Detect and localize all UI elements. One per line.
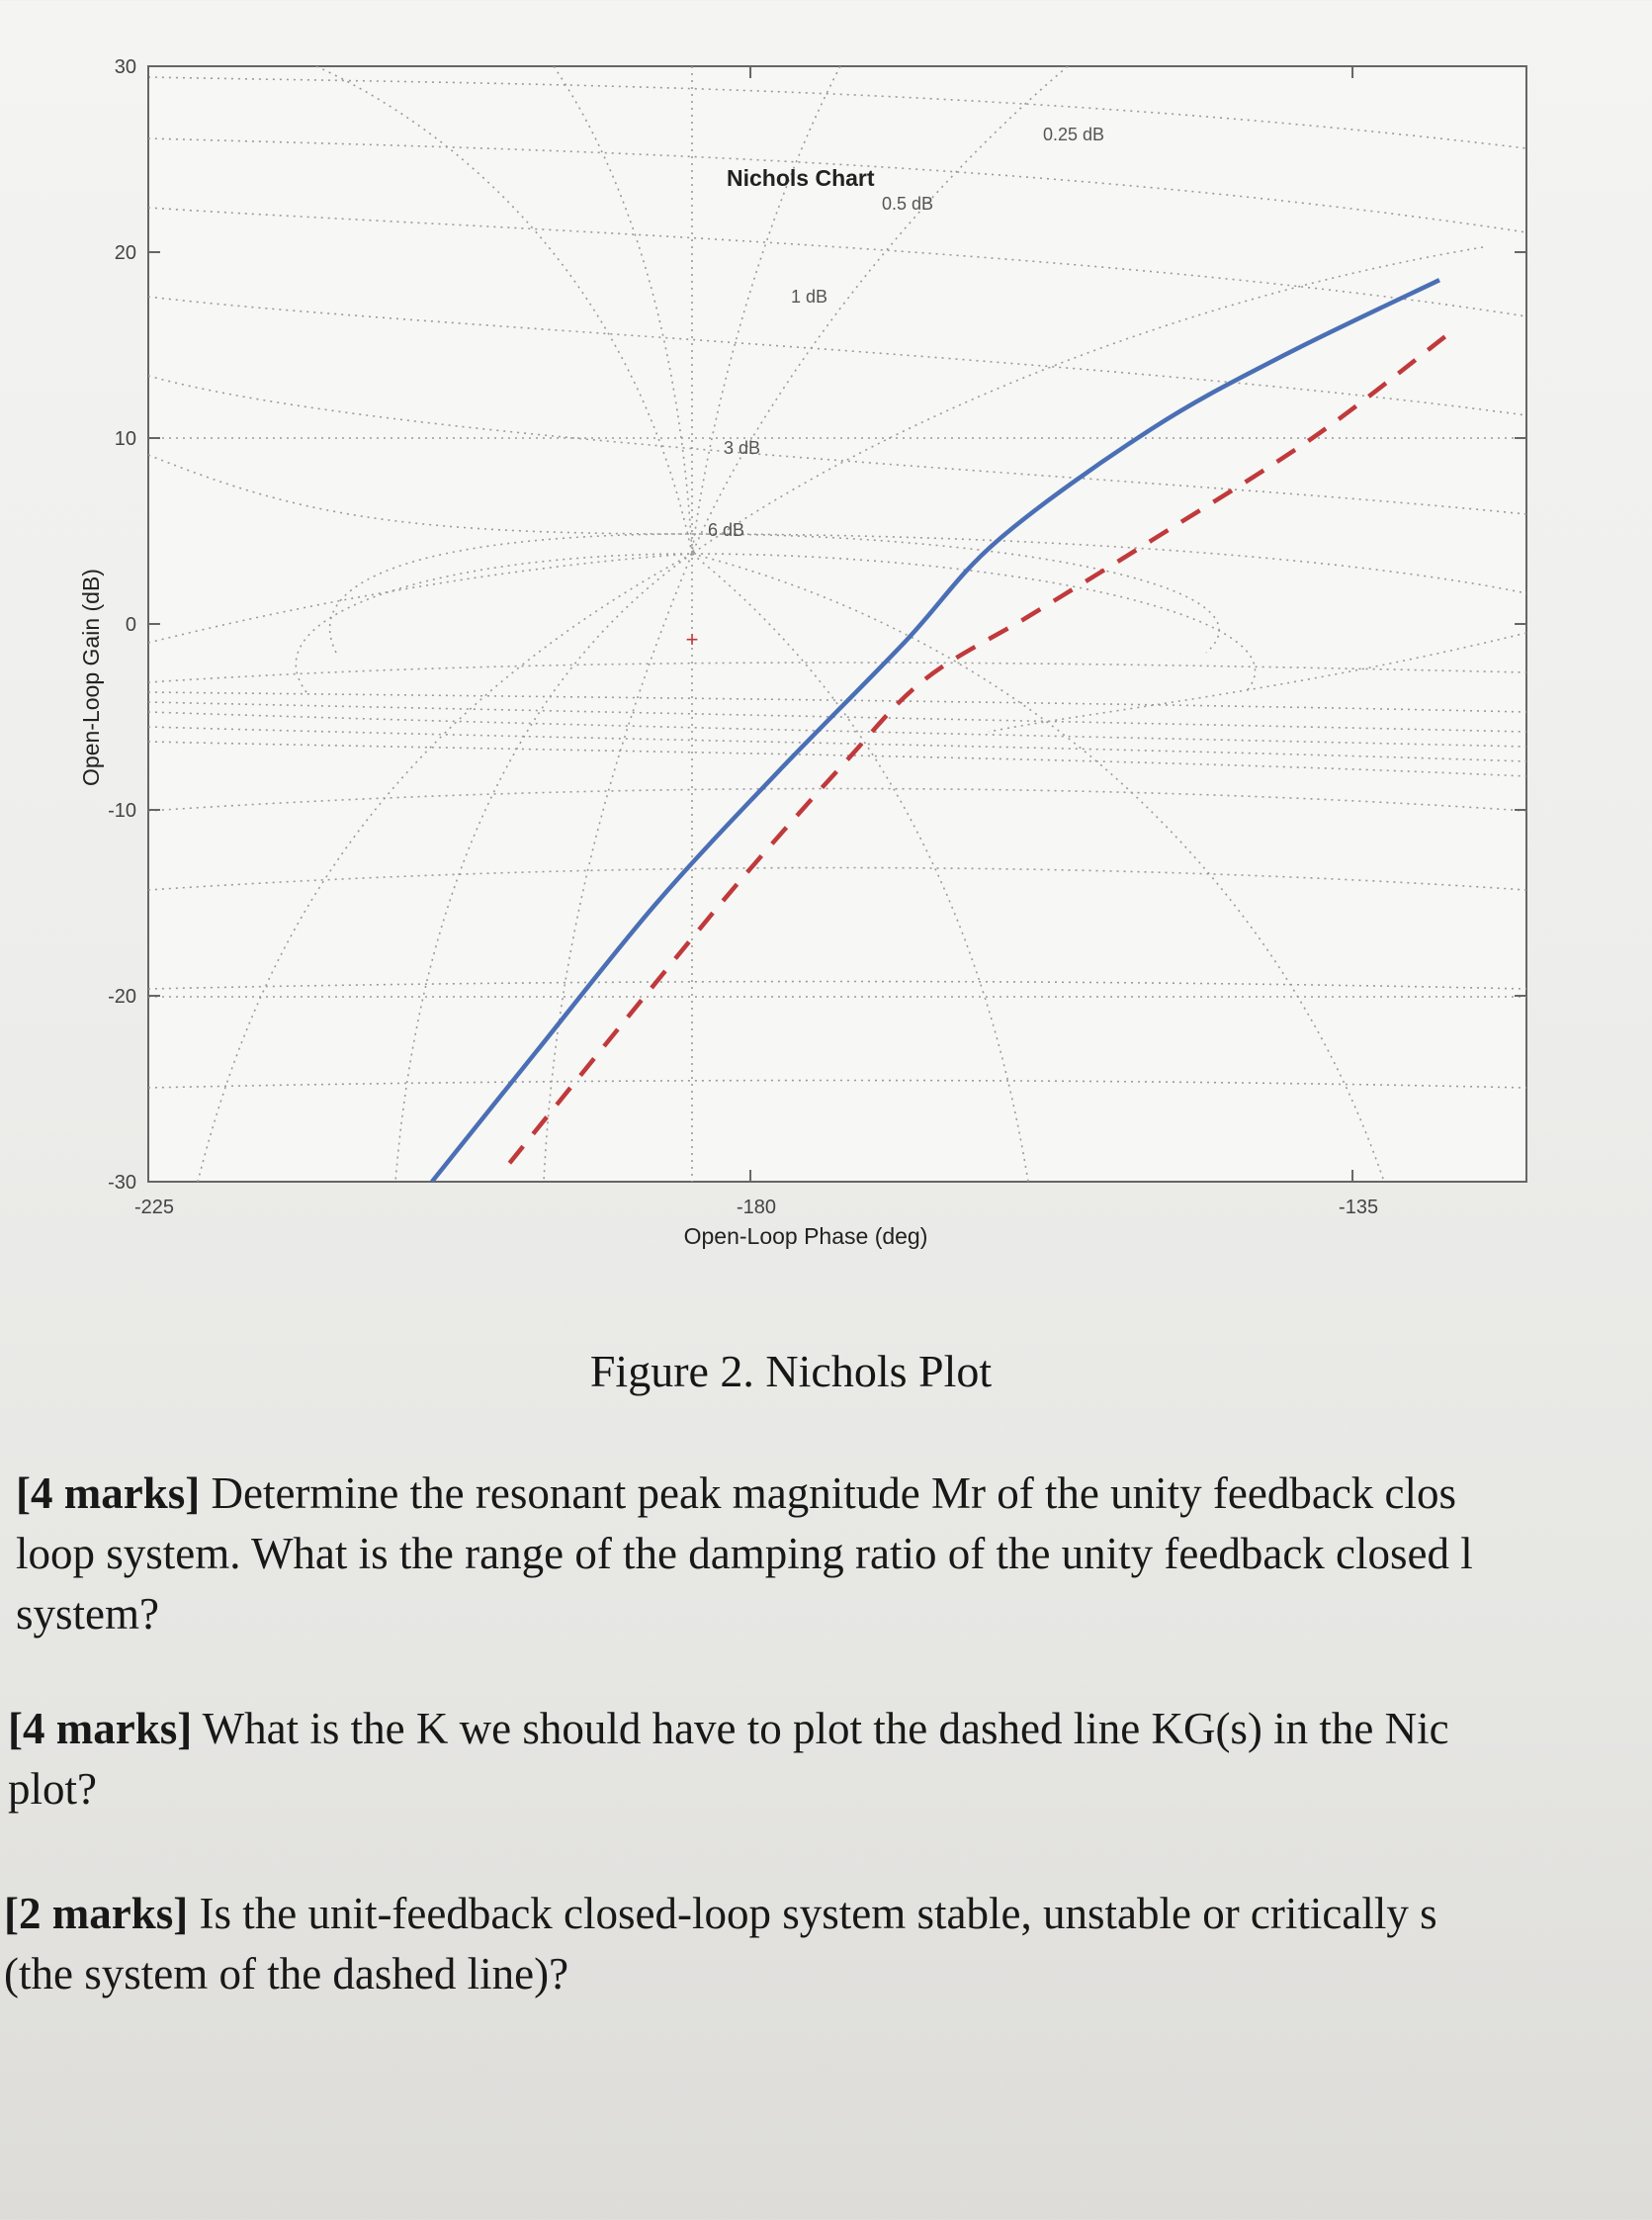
question-2-line-1: What is the K we should have to plot the… (192, 1704, 1449, 1753)
x-tick-label: -180 (737, 1197, 776, 1218)
critical-point-marker: + (686, 627, 699, 652)
y-axis-label: Open-Loop Gain (dB) (78, 569, 104, 786)
y-tick-label: 20 (115, 242, 136, 264)
question-1-marks: [4 marks] (16, 1468, 201, 1518)
x-tick-label: -135 (1339, 1197, 1378, 1218)
question-3-line-2: (the system of the dashed line)? (4, 1949, 569, 1998)
grid-label-0-5db: 0.5 dB (882, 194, 933, 214)
y-tick-label: 30 (115, 56, 136, 78)
y-tick-label: -30 (108, 1172, 136, 1194)
question-3: [2 marks] Is the unit-feedback closed-lo… (4, 1884, 1652, 2004)
plot-area (147, 65, 1527, 1183)
question-1: [4 marks] Determine the resonant peak ma… (16, 1464, 1652, 1644)
question-3-marks: [2 marks] (4, 1889, 189, 1938)
y-tick-label: -10 (108, 800, 136, 822)
chart-title: Nichols Chart (727, 165, 875, 191)
question-1-line-1: Determine the resonant peak magnitude Mr… (200, 1468, 1457, 1518)
question-1-line-2: loop system. What is the range of the da… (16, 1529, 1473, 1578)
y-tick-label: 10 (115, 428, 136, 450)
nichols-grid (148, 66, 1526, 1182)
nichols-plot: 0.25 dB 0.5 dB 1 dB 3 dB 6 dB Nichols Ch… (78, 56, 1527, 1249)
question-2: [4 marks] What is the K we should have t… (8, 1699, 1652, 1820)
dashed-series-line (507, 333, 1448, 1165)
x-axis-label: Open-Loop Phase (deg) (684, 1223, 928, 1249)
question-3-line-1: Is the unit-feedback closed-loop system … (188, 1889, 1437, 1938)
grid-label-1db: 1 dB (791, 287, 827, 307)
figure-caption: Figure 2. Nichols Plot (589, 1346, 993, 1396)
grid-label-6db: 6 dB (708, 520, 744, 540)
series-group (430, 278, 1448, 1182)
x-tick-label: -225 (134, 1197, 174, 1218)
solid-series-line (430, 278, 1440, 1182)
question-2-line-2: plot? (8, 1764, 97, 1814)
question-1-line-3: system? (16, 1589, 159, 1639)
question-2-marks: [4 marks] (8, 1704, 193, 1753)
grid-label-3db: 3 dB (724, 438, 760, 458)
y-tick-label: -20 (108, 986, 136, 1008)
grid-label-0-25db: 0.25 dB (1043, 125, 1104, 144)
y-tick-label: 0 (126, 614, 136, 636)
axes: 30 20 10 0 -10 -20 -30 -225 -180 -135 (108, 56, 1526, 1218)
